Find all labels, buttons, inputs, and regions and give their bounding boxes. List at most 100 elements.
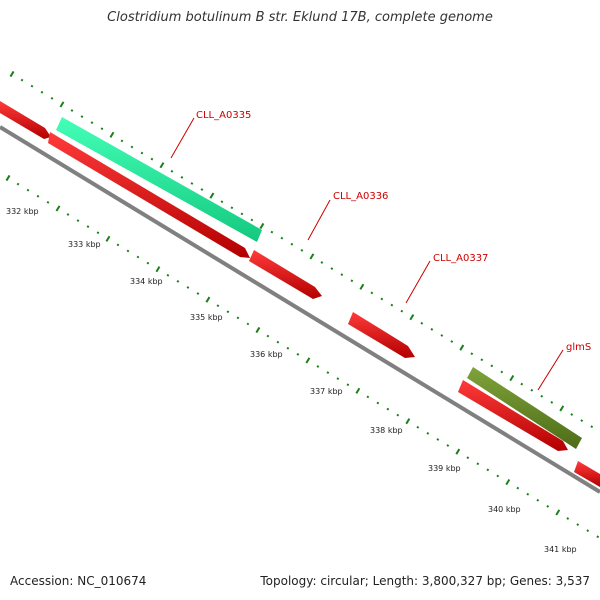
minor-tick — [570, 413, 574, 416]
minor-tick — [26, 188, 30, 192]
cds-arrow[interactable] — [48, 132, 250, 258]
minor-tick — [320, 261, 324, 264]
minor-tick — [186, 286, 190, 289]
major-tick — [559, 405, 565, 412]
minor-tick — [530, 388, 534, 392]
minor-tick — [230, 206, 234, 210]
minor-tick — [276, 340, 280, 344]
major-tick — [155, 266, 161, 273]
major-tick — [309, 253, 315, 260]
minor-tick — [166, 273, 170, 277]
major-tick — [55, 205, 61, 212]
minor-tick — [136, 255, 140, 259]
major-tick — [355, 387, 361, 394]
label-glms[interactable]: glmS — [566, 342, 591, 353]
minor-tick — [590, 425, 594, 429]
minor-tick — [390, 303, 394, 307]
scale-label: 336 kbp — [250, 350, 283, 359]
minor-tick — [146, 261, 150, 265]
minor-tick — [500, 370, 504, 374]
major-tick — [259, 222, 265, 230]
minor-tick — [526, 492, 530, 496]
minor-tick — [86, 225, 90, 229]
minor-tick — [430, 328, 434, 331]
major-tick — [359, 283, 365, 290]
minor-tick — [536, 498, 540, 502]
inner-tick-ring — [5, 174, 600, 539]
glmS-feature[interactable] — [467, 367, 582, 449]
minor-tick — [290, 242, 294, 246]
minor-tick — [246, 322, 250, 326]
cds-arrow[interactable] — [574, 461, 600, 487]
minor-tick — [180, 175, 184, 179]
minor-tick — [140, 151, 144, 155]
minor-tick — [370, 291, 374, 295]
minor-tick — [170, 169, 174, 173]
minor-tick — [550, 400, 554, 404]
minor-tick — [366, 395, 370, 399]
cds-reverse-strand — [0, 101, 600, 487]
major-tick — [505, 478, 511, 486]
label-cll-a0336[interactable]: CLL_A0336 — [333, 191, 388, 202]
minor-tick — [596, 535, 600, 539]
major-tick — [5, 174, 11, 182]
minor-tick — [380, 297, 384, 301]
minor-tick — [196, 292, 200, 295]
minor-tick — [20, 78, 24, 82]
cds-arrow[interactable] — [458, 380, 568, 451]
minor-tick — [340, 273, 344, 277]
cds-arrow[interactable] — [348, 312, 415, 358]
rrna-feature[interactable] — [56, 117, 262, 242]
outer-tick-ring — [9, 70, 594, 429]
minor-tick — [330, 267, 334, 270]
label-cll-a0337[interactable]: CLL_A0337 — [433, 253, 488, 264]
major-tick — [409, 314, 415, 321]
minor-tick — [450, 340, 454, 343]
cds-arrow[interactable] — [0, 101, 51, 139]
minor-tick — [100, 127, 104, 131]
minor-tick — [216, 304, 220, 308]
minor-tick — [236, 316, 240, 320]
minor-tick — [476, 462, 480, 466]
minor-tick — [546, 504, 550, 508]
scale-label: 335 kbp — [190, 313, 223, 322]
scale-label: 341 kbp — [544, 545, 577, 554]
minor-tick — [36, 194, 40, 198]
scale-labels: 332 kbp 333 kbp 334 kbp 335 kbp 336 kbp 337 k… — [6, 207, 577, 554]
major-tick — [459, 344, 465, 351]
minor-tick — [220, 200, 224, 204]
major-tick — [105, 235, 111, 242]
minor-tick — [266, 334, 270, 338]
minor-tick — [190, 182, 194, 185]
major-tick — [159, 162, 165, 169]
minor-tick — [400, 309, 404, 313]
minor-tick — [580, 419, 584, 422]
minor-tick — [586, 529, 590, 533]
major-tick — [9, 70, 15, 78]
minor-tick — [66, 213, 70, 216]
minor-tick — [296, 352, 300, 356]
topology-text: Topology: circular; Length: 3,800,327 bp… — [260, 574, 590, 588]
major-tick — [255, 326, 261, 334]
minor-tick — [326, 371, 330, 374]
minor-tick — [336, 377, 340, 381]
label-cll-a0335[interactable]: CLL_A0335 — [196, 110, 251, 121]
accession-text: Accession: NC_010674 — [10, 574, 147, 588]
cds-arrow[interactable] — [249, 250, 322, 299]
minor-tick — [40, 90, 44, 94]
minor-tick — [376, 401, 380, 405]
minor-tick — [386, 407, 390, 411]
minor-tick — [566, 517, 570, 520]
minor-tick — [486, 468, 490, 472]
minor-tick — [520, 382, 524, 386]
scale-label: 332 kbp — [6, 207, 39, 216]
major-tick — [555, 509, 561, 516]
minor-tick — [240, 212, 244, 216]
minor-tick — [96, 231, 100, 235]
scale-label: 340 kbp — [488, 505, 521, 514]
minor-tick — [496, 474, 500, 478]
minor-tick — [316, 365, 320, 368]
major-tick — [305, 357, 311, 364]
minor-tick — [516, 486, 520, 490]
